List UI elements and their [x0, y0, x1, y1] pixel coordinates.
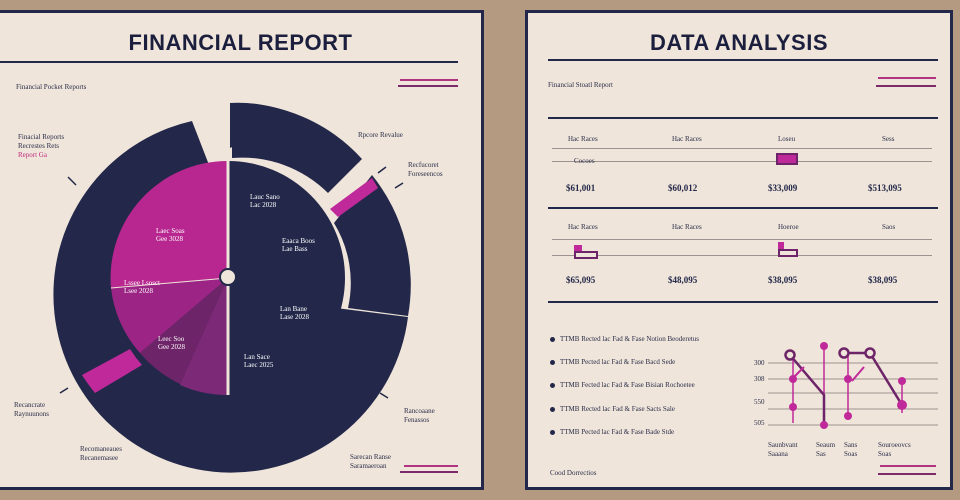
callout-label: Recfucoret Foreseencos: [408, 161, 443, 178]
pie-slice-navy: [228, 161, 345, 395]
footer-text: Cood Dorrectios: [550, 469, 597, 477]
mini-bar: [776, 153, 798, 165]
accent-line: [876, 85, 936, 87]
financial-report-title: FINANCIAL REPORT: [128, 30, 353, 55]
stat-value: $48,095: [668, 275, 698, 285]
callout-label: Rancoaane Fenassos: [404, 407, 435, 424]
wedge-label: Eaaca Boos Lae Bass: [282, 237, 315, 253]
callout-label: Finacial Reports Recrestes Rets Report Ga: [18, 133, 65, 159]
bullet-text: TTMB Rected lac Fad & Fase Notion Beoder…: [560, 335, 699, 343]
donut-accent-segment: [82, 349, 142, 393]
accent-line: [400, 79, 458, 81]
title-divider: [548, 59, 938, 61]
accent-line: [880, 465, 936, 467]
stat-header: Hac Races: [672, 135, 702, 143]
section-divider: [548, 301, 938, 303]
title-divider: [0, 61, 458, 63]
bullet-dot: [550, 360, 555, 365]
accent-line: [878, 473, 936, 475]
accent-line: [404, 465, 458, 467]
pie-slice-magenta: [110, 160, 228, 288]
chart-y-tick: 550: [754, 398, 765, 406]
wedge-label: Leec Soo Gee 2028: [158, 335, 186, 351]
section-divider: [548, 207, 938, 209]
accent-line: [398, 85, 458, 87]
stat-value: $38,095: [768, 275, 798, 285]
stat-value: $513,095: [868, 183, 902, 193]
bullet-text: TTMB Rected lac Fad & Fase Sacts Sale: [560, 405, 675, 413]
donut-chart: [53, 102, 411, 473]
chart-y-tick: 300: [754, 359, 765, 367]
center-dot: [219, 268, 237, 286]
stat-header: Loseu: [778, 135, 796, 143]
mini-bar: [778, 242, 784, 252]
stat-header: Sess: [882, 135, 895, 143]
chart-y-tick: 505: [754, 419, 765, 427]
data-analysis-subtitle: Financial Stoatl Report: [548, 81, 613, 89]
bullet-text: TTMB Fected lac Fad & Fase Bisian Rochoe…: [560, 381, 695, 389]
stat-header: Hac Races: [568, 223, 598, 231]
data-analysis-title: DATA ANALYSIS: [649, 30, 829, 55]
stat-value: $38,095: [868, 275, 898, 285]
donut-ring-segment: [232, 102, 362, 193]
wedge-label: Lssee Lsosct Lsee 2028: [124, 279, 160, 295]
accent-line: [400, 471, 458, 473]
stat-value: $60,012: [668, 183, 698, 193]
mini-bar: [574, 251, 598, 259]
stat-header: Saos: [882, 223, 896, 231]
callout-label: Rpcore Revalue: [358, 131, 403, 139]
chart-x-label: Sans Soas: [844, 441, 858, 458]
wedge-label: Lan Sace Laec 2025: [244, 353, 274, 369]
chart-x-label: Souroeovcs Soas: [878, 441, 911, 458]
callout-label: Sarecan Ranse Saramaeroan: [350, 453, 392, 470]
callout-label: Recomaneaues Recanemasee: [80, 445, 122, 462]
bullet-dot: [550, 407, 555, 412]
financial-report-subtitle: Financial Pocket Reports: [16, 83, 87, 91]
wedge-label: Lauc Sano Lac 2028: [250, 193, 280, 209]
chart-x-label: Saunbvant Saaana: [768, 441, 798, 458]
data-analysis-panel: DATA ANALYSIS Financial Stoatl Report Ha…: [525, 10, 953, 490]
stat-header: Hac Races: [568, 135, 598, 143]
bullet-text: TTMB Pected lac Fad & Fase Bacd Sede: [560, 358, 676, 366]
pie-slice-magenta-dark: [111, 278, 228, 353]
bullet-dot: [550, 383, 555, 388]
mini-line-chart: [768, 342, 938, 429]
stat-header: Hac Races: [672, 223, 702, 231]
accent-line: [878, 77, 936, 79]
bullet-dot: [550, 337, 555, 342]
wedge-label: Lan Bane Lase 2028: [280, 305, 309, 321]
callout-label: Recancrate Raynuunons: [14, 401, 49, 418]
stat-sublabel: Cocoes: [574, 157, 595, 165]
bullet-text: TTMB Pected lac Fad & Fase Bade Stde: [560, 428, 675, 436]
stat-value: $33,009: [768, 183, 798, 193]
pie-slice-plum-light: [180, 278, 228, 396]
chart-y-tick: 308: [754, 375, 765, 383]
mini-bar: [778, 249, 798, 257]
stat-header: Hoeroe: [778, 223, 799, 231]
section-divider: [548, 117, 938, 119]
donut-accent-segment: [330, 178, 378, 217]
donut-ring-segment: [334, 175, 411, 316]
wedge-label: Laec Soas Gee 3028: [156, 227, 185, 243]
mini-bar: [574, 245, 582, 255]
bullet-dot: [550, 430, 555, 435]
chart-x-label: Seaum Sas: [816, 441, 836, 458]
stat-value: $65,095: [566, 275, 596, 285]
financial-report-panel: FINANCIAL REPORT Financial Pocket Report…: [0, 10, 484, 490]
stat-value: $61,001: [566, 183, 596, 193]
